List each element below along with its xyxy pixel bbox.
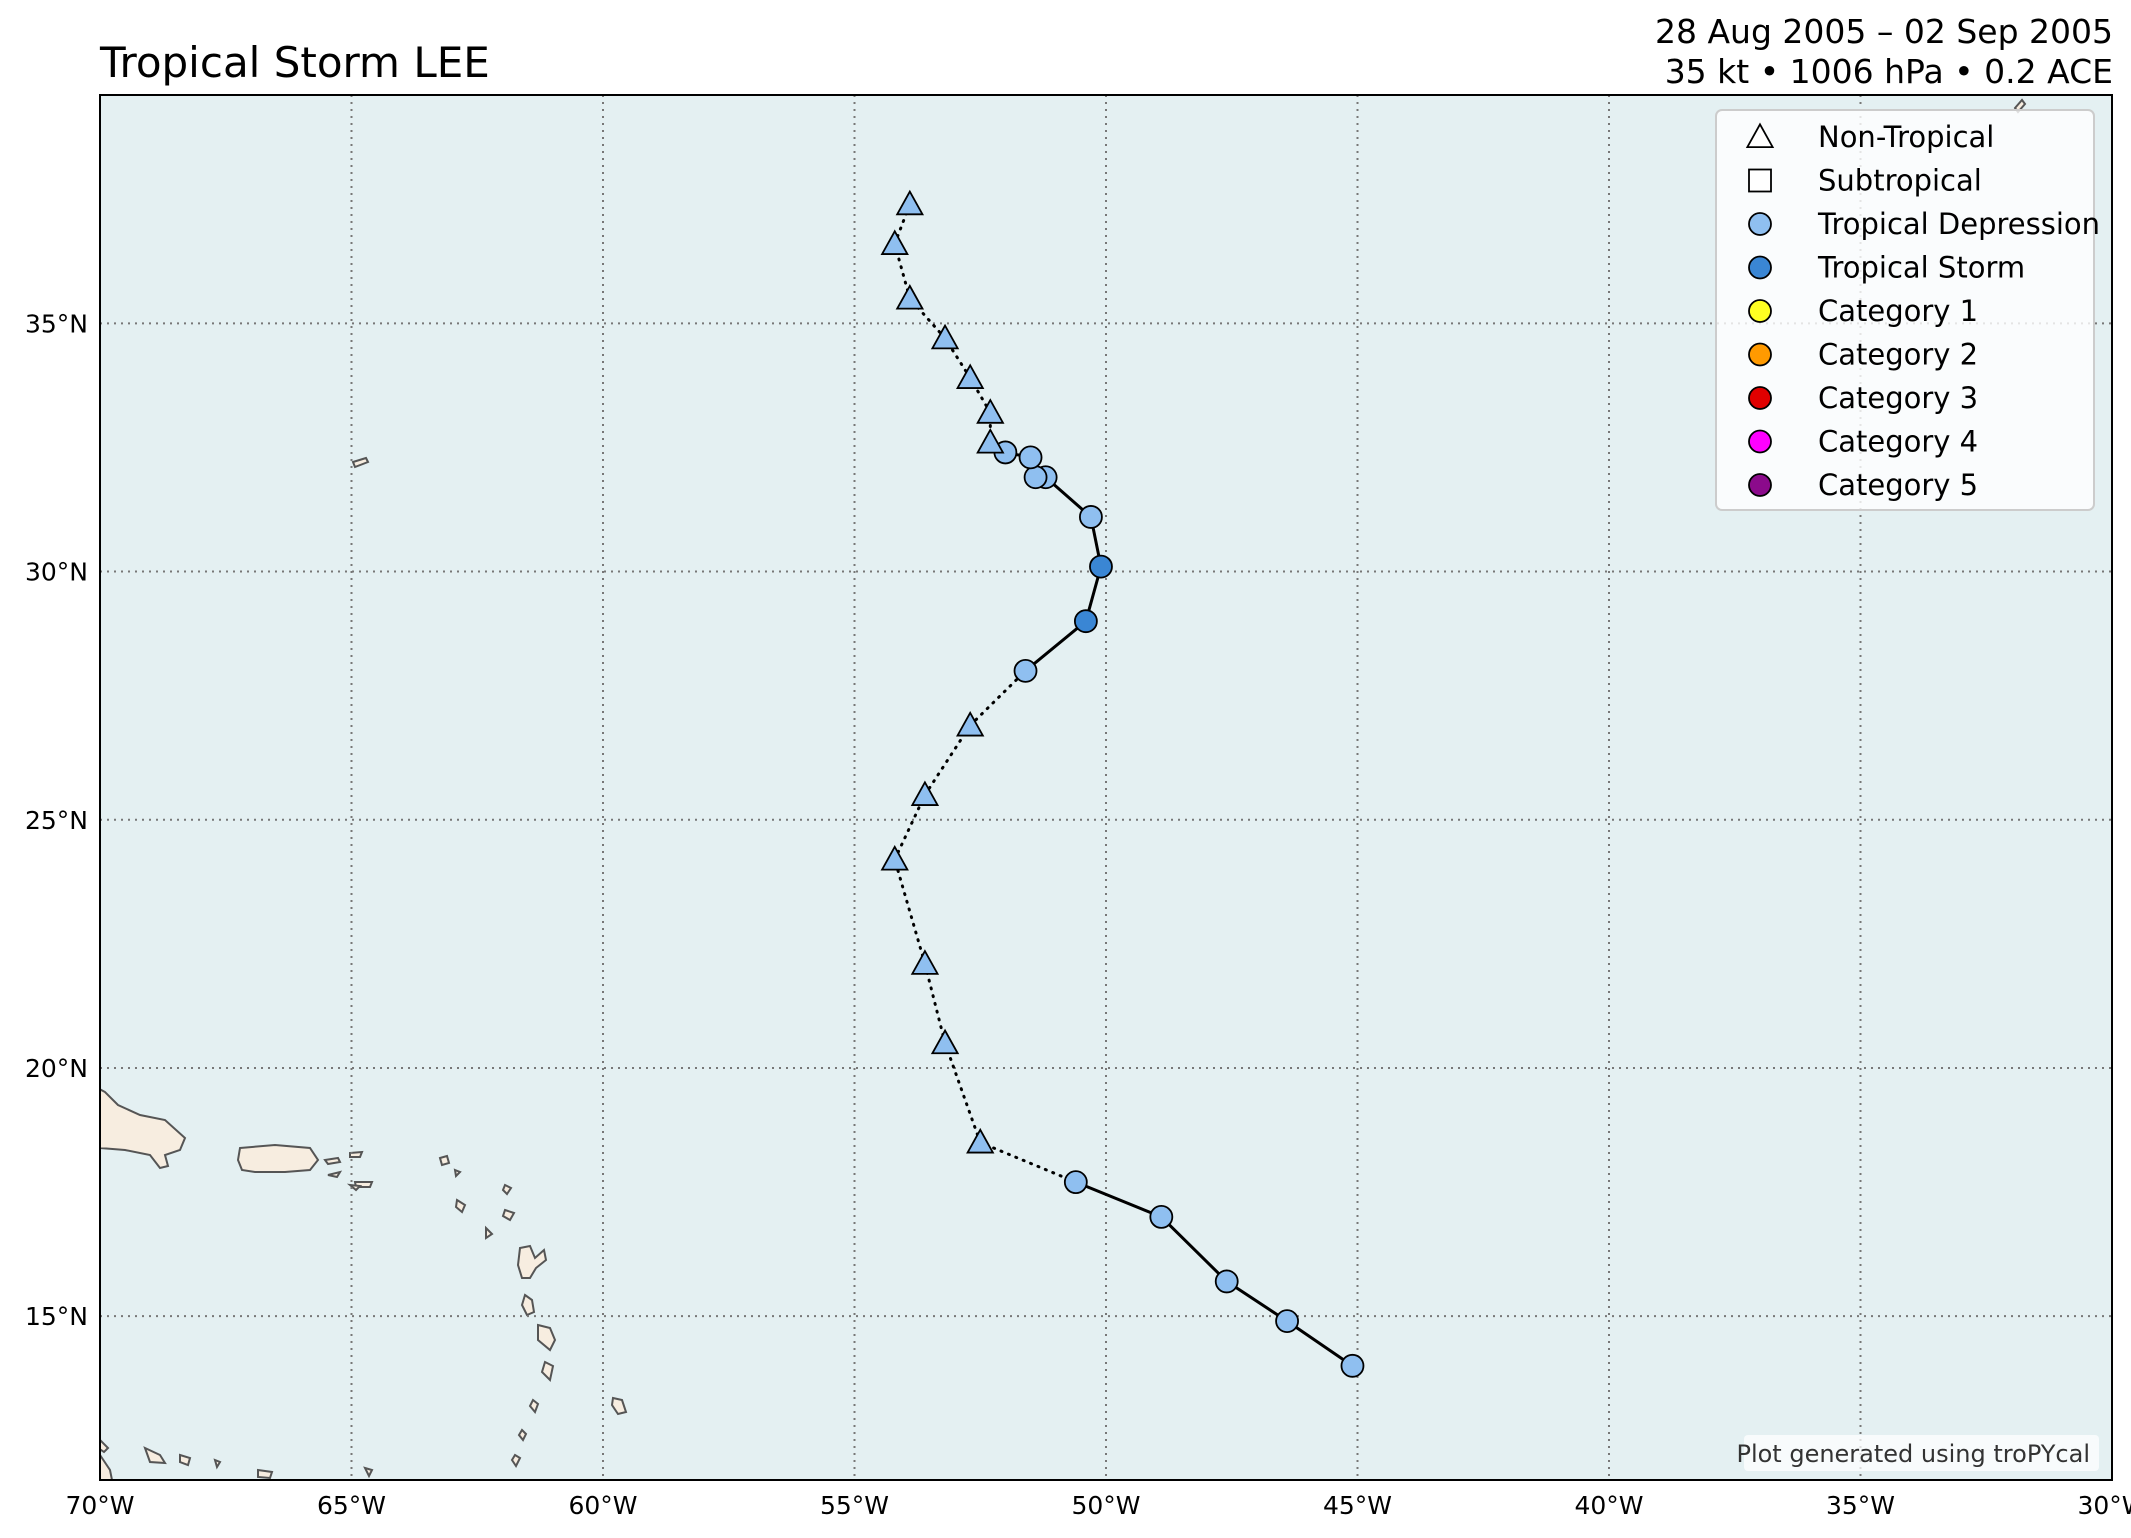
lat-tick-label: 25°N: [25, 806, 88, 835]
legend-label: Category 4: [1818, 425, 1978, 459]
legend-marker-circle: [1748, 299, 1772, 323]
legend-label: Subtropical: [1818, 164, 1982, 198]
puerto-rico-island: [236, 1143, 320, 1173]
credit-box: Plot generated using troPYcal: [1736, 1435, 2099, 1471]
legend-label: Category 3: [1818, 381, 1978, 415]
lesser-antilles-north: [346, 1154, 516, 1240]
track-segment: [1285, 1319, 1354, 1368]
track-point-tropical: [1089, 554, 1113, 579]
lat-tick-label: 20°N: [25, 1054, 88, 1083]
track-point-non-tropical: [976, 398, 1005, 424]
south-caribbean-islets: [100, 1438, 374, 1480]
legend-label: Category 2: [1818, 338, 1978, 372]
track-point-tropical: [1063, 1170, 1088, 1195]
legend-marker-triangle: [1745, 122, 1775, 149]
lon-tick-label: 55°W: [820, 1491, 889, 1520]
track-point-tropical: [1275, 1309, 1299, 1334]
legend-marker-circle: [1748, 342, 1772, 367]
lon-tick-label: 50°W: [1071, 1491, 1140, 1520]
track-point-non-tropical: [880, 844, 909, 871]
storm-summary: 28 Aug 2005 – 02 Sep 2005 35 kt • 1006 h…: [1655, 12, 2113, 92]
legend-marker-circle: [1748, 429, 1772, 454]
track-segment: [1159, 1215, 1229, 1283]
storm-track-points: [880, 189, 1365, 1378]
track-segment: [1225, 1279, 1289, 1323]
legend-label: Tropical Storm: [1817, 251, 2025, 285]
track-point-non-tropical: [895, 284, 925, 310]
track-point-non-tropical: [976, 427, 1005, 454]
track-point-non-tropical: [956, 363, 985, 389]
lon-tick-label: 30°W: [2077, 1491, 2131, 1520]
lat-tick-label: 30°N: [25, 558, 88, 587]
map-frame: [99, 94, 2113, 1481]
track-point-tropical: [1079, 505, 1103, 529]
track-point-tropical: [1149, 1204, 1174, 1229]
legend-marker-square: [1748, 168, 1772, 193]
hispaniola-island: [100, 1088, 187, 1170]
legend-marker-circle: [1748, 212, 1772, 236]
lon-tick-label: 70°W: [65, 1491, 134, 1520]
barbados-island: [610, 1396, 628, 1416]
track-segment: [893, 857, 927, 966]
map-title: Tropical Storm LEE: [100, 38, 490, 87]
track-segment: [1074, 1180, 1163, 1219]
track-point-tropical: [1073, 609, 1098, 634]
track-point-non-tropical: [930, 1028, 960, 1055]
bermuda-island: [351, 456, 370, 469]
track-segment: [908, 297, 947, 340]
track-point-non-tropical: [966, 1127, 995, 1154]
track-point-tropical: [1214, 1269, 1239, 1294]
legend-label: Category 1: [1818, 294, 1978, 328]
legend: Non-Tropical Subtropical Tropical Depressi…: [1715, 109, 2100, 511]
legend-label: Non-Tropical: [1818, 120, 1994, 154]
track-segment: [923, 723, 972, 797]
track-point-non-tropical: [880, 229, 909, 255]
track-point-non-tropical: [895, 189, 925, 216]
axis-tick-labels: 70°W 65°W 60°W 55°W 50°W 45°W 40°W 35°W 30°W 15°N…: [25, 309, 2131, 1520]
lon-tick-label: 35°W: [1826, 1491, 1895, 1520]
track-segment: [968, 669, 1028, 727]
track-segment: [923, 962, 947, 1045]
track-segment: [978, 1140, 1078, 1184]
lon-tick-label: 65°W: [317, 1491, 386, 1520]
legend-box: [1715, 109, 2095, 511]
legend-marker-circle: [1748, 255, 1772, 280]
lon-tick-label: 45°W: [1323, 1491, 1392, 1520]
track-point-tropical: [1023, 465, 1048, 490]
track-point-non-tropical: [930, 323, 960, 350]
virgin-islands: [323, 1150, 374, 1188]
legend-label: Tropical Depression: [1817, 207, 2100, 241]
track-segment: [1024, 619, 1088, 673]
credit-text: Plot generated using troPYcal: [1736, 1440, 2090, 1468]
track-point-tropical: [1018, 445, 1043, 470]
martinique-stvincent: [510, 1323, 557, 1468]
track-segment: [943, 1041, 982, 1144]
track-point-tropical: [1340, 1353, 1365, 1378]
track-point-non-tropical: [956, 710, 985, 737]
legend-label: Category 5: [1818, 468, 1978, 502]
track-point-non-tropical: [910, 949, 940, 975]
date-range: 28 Aug 2005 – 02 Sep 2005: [1654, 12, 2113, 51]
track-point-tropical: [1013, 658, 1038, 683]
legend-marker-circle: [1748, 386, 1772, 410]
track-point-non-tropical: [910, 780, 940, 806]
lon-tick-label: 40°W: [1574, 1491, 1643, 1520]
lat-tick-label: 35°N: [25, 309, 88, 338]
land-masses: [100, 98, 2027, 1480]
lon-tick-label: 60°W: [568, 1491, 637, 1520]
storm-stats: 35 kt • 1006 hPa • 0.2 ACE: [1664, 52, 2113, 91]
legend-marker-circle: [1748, 473, 1772, 497]
lat-tick-label: 15°N: [25, 1302, 88, 1331]
guadeloupe-dominica: [516, 1244, 548, 1317]
